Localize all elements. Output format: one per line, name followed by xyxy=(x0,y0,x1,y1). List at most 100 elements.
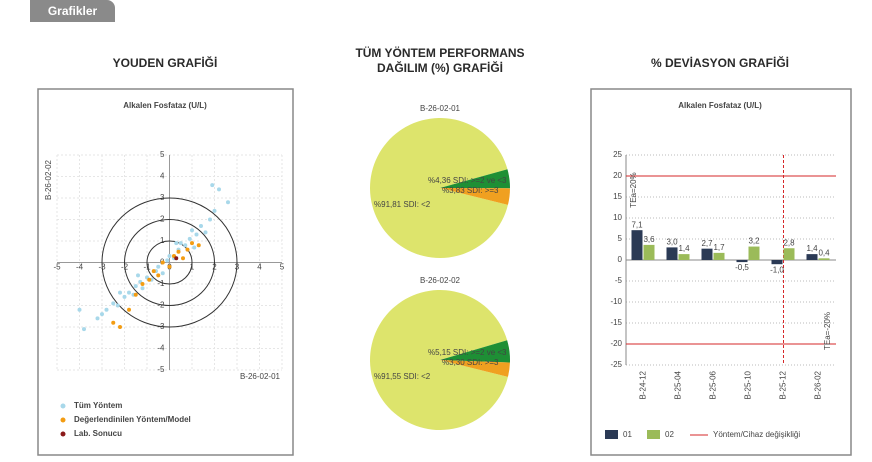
y-tick-label: -10 xyxy=(610,297,622,306)
bar xyxy=(736,260,748,263)
x-tick-label: B-26-02 xyxy=(814,370,823,399)
pie-slice xyxy=(440,169,511,189)
value-label: 1,4 xyxy=(806,244,818,253)
value-label: 2,8 xyxy=(783,238,795,247)
y-tick-label: 5 xyxy=(160,150,165,159)
sd-circle xyxy=(101,197,238,328)
tea-label: TEa=-20% xyxy=(823,312,832,350)
point xyxy=(147,277,152,282)
y-tick-label: -4 xyxy=(157,344,165,353)
pie-slice xyxy=(440,340,510,363)
legend-marker xyxy=(60,417,66,423)
point xyxy=(226,200,230,205)
point xyxy=(156,273,161,278)
value-label: 2,7 xyxy=(701,239,713,248)
point xyxy=(167,254,172,259)
legend-label: Lab. Sonucu xyxy=(74,429,122,438)
slice-label: %91,81 SDI: <2 xyxy=(374,200,431,209)
pie-slice xyxy=(440,188,510,205)
bar xyxy=(631,230,643,260)
point xyxy=(167,264,172,269)
x-tick-label: B-25-10 xyxy=(744,370,753,399)
point xyxy=(82,327,86,332)
y-tick-label: 5 xyxy=(618,234,623,243)
x-axis-label: B-26-02-01 xyxy=(240,372,281,381)
pie-slice xyxy=(440,360,510,377)
x-tick-label: 5 xyxy=(280,263,285,272)
panel-frame xyxy=(37,88,294,456)
point xyxy=(140,286,145,291)
bar xyxy=(643,244,655,260)
bar xyxy=(678,254,690,260)
point xyxy=(192,245,197,250)
bar xyxy=(666,247,678,260)
bar xyxy=(748,246,760,260)
legend-marker xyxy=(60,403,66,409)
value-label: 1,4 xyxy=(678,244,690,253)
point xyxy=(217,187,221,192)
point xyxy=(210,183,215,188)
panel-frame xyxy=(590,88,852,456)
value-label: -0,5 xyxy=(735,263,749,272)
point xyxy=(174,256,179,261)
y-tick-label: -15 xyxy=(610,318,622,327)
point xyxy=(95,316,100,321)
legend-label: Değerlendinilen Yöntem/Model xyxy=(74,415,191,424)
y-tick-label: -25 xyxy=(610,360,622,369)
y-tick-label: 15 xyxy=(613,192,622,201)
chart-title: Alkalen Fosfataz (U/L) xyxy=(123,101,207,110)
point xyxy=(151,269,156,274)
legend-label: Yöntem/Cihaz değişikliği xyxy=(713,430,800,439)
tab[interactable]: Grafikler xyxy=(30,0,115,22)
point xyxy=(127,307,131,312)
y-tick-label: -1 xyxy=(157,279,165,288)
y-tick-label: 10 xyxy=(613,213,622,222)
legend-label: 02 xyxy=(665,430,674,439)
pie-title: B-26-02-02 xyxy=(420,276,461,285)
point xyxy=(165,258,170,263)
point xyxy=(194,232,199,237)
legend-swatch xyxy=(605,430,618,439)
point xyxy=(133,284,138,289)
point xyxy=(160,260,165,265)
y-tick-label: 0 xyxy=(618,255,623,264)
bar xyxy=(818,258,830,260)
point xyxy=(181,256,185,261)
y-tick-label: 4 xyxy=(160,172,165,181)
point xyxy=(208,217,212,222)
point xyxy=(118,290,122,295)
point xyxy=(133,292,138,297)
point xyxy=(111,320,116,325)
point xyxy=(190,228,194,233)
tea-label: TEa=20% xyxy=(629,172,638,207)
point xyxy=(196,243,201,248)
slice-label: %4,36 SDI: >=2 ve <3 xyxy=(428,176,507,185)
point xyxy=(174,241,179,246)
x-tick-label: -5 xyxy=(53,263,61,272)
x-tick-label: 4 xyxy=(257,263,262,272)
value-label: 3,6 xyxy=(643,235,655,244)
legend-label: Tüm Yöntem xyxy=(74,401,122,410)
section-title: YOUDEN GRAFİĞİ xyxy=(112,56,218,70)
point xyxy=(115,303,120,308)
x-tick-label: B-25-04 xyxy=(674,370,683,399)
y-tick-label: 25 xyxy=(613,150,622,159)
point xyxy=(127,290,131,295)
point xyxy=(77,307,82,312)
point xyxy=(176,249,181,254)
slice-label: %5,15 SDI: >=2 ve <3 xyxy=(428,348,507,357)
point xyxy=(203,230,208,235)
section-title: TÜM YÖNTEM PERFORMANS DAĞILIM (%) GRAFİĞ… xyxy=(355,46,525,75)
point xyxy=(118,325,122,329)
x-tick-label: -4 xyxy=(76,263,84,272)
section-title: % DEVİASYON GRAFİĞİ xyxy=(650,56,790,70)
pie-title: B-26-02-01 xyxy=(420,104,461,113)
y-tick-label: -20 xyxy=(610,339,622,348)
slice-label: %91,55 SDI: <2 xyxy=(374,372,431,381)
slice-label: %3,30 SDI: >=3 xyxy=(442,358,499,367)
point xyxy=(140,282,145,286)
point xyxy=(136,273,140,278)
value-label: 1,7 xyxy=(713,243,725,252)
